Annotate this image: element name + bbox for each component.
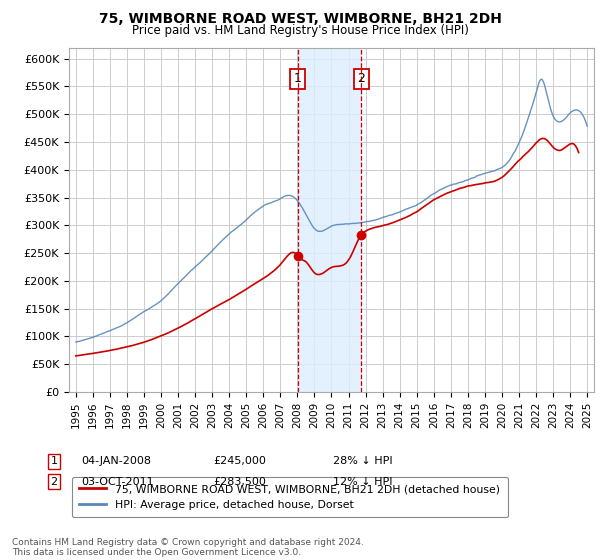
Text: 28% ↓ HPI: 28% ↓ HPI — [333, 456, 392, 466]
Legend: 75, WIMBORNE ROAD WEST, WIMBORNE, BH21 2DH (detached house), HPI: Average price,: 75, WIMBORNE ROAD WEST, WIMBORNE, BH21 2… — [72, 477, 508, 517]
Text: 1: 1 — [294, 72, 302, 85]
Text: 04-JAN-2008: 04-JAN-2008 — [81, 456, 151, 466]
Bar — [298, 48, 361, 392]
Text: £283,500: £283,500 — [213, 477, 266, 487]
Text: 03-OCT-2011: 03-OCT-2011 — [81, 477, 154, 487]
Text: Price paid vs. HM Land Registry's House Price Index (HPI): Price paid vs. HM Land Registry's House … — [131, 24, 469, 36]
Text: 2: 2 — [358, 72, 365, 85]
Text: 1: 1 — [50, 456, 58, 466]
Text: 12% ↓ HPI: 12% ↓ HPI — [333, 477, 392, 487]
Text: 2: 2 — [50, 477, 58, 487]
Text: 75, WIMBORNE ROAD WEST, WIMBORNE, BH21 2DH: 75, WIMBORNE ROAD WEST, WIMBORNE, BH21 2… — [98, 12, 502, 26]
Text: £245,000: £245,000 — [213, 456, 266, 466]
Text: Contains HM Land Registry data © Crown copyright and database right 2024.
This d: Contains HM Land Registry data © Crown c… — [12, 538, 364, 557]
